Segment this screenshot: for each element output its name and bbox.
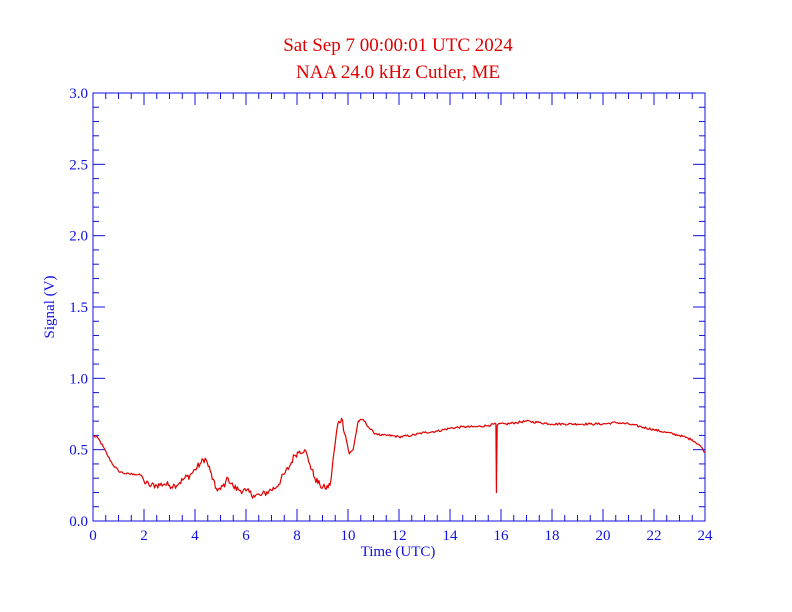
x-tick-label: 12 [392, 528, 407, 544]
plot-frame [92, 92, 706, 522]
x-tick-label: 14 [443, 528, 459, 544]
y-tick-label: 3.0 [69, 86, 88, 102]
x-axis-label: Time (UTC) [361, 544, 436, 560]
x-tick-label: 24 [698, 528, 714, 544]
x-tick-label: 18 [545, 528, 560, 544]
x-tick-label: 6 [242, 528, 250, 544]
y-axis-label: Signal (V) [42, 276, 58, 339]
x-tick-label: 0 [89, 528, 97, 544]
y-tick-label: 1.5 [69, 300, 88, 316]
axis-ticks [92, 92, 706, 522]
x-tick-label: 8 [293, 528, 301, 544]
series-line [92, 417, 706, 499]
x-tick-label: 2 [140, 528, 148, 544]
y-tick-label: 2.5 [69, 157, 88, 173]
chart-subtitle: NAA 24.0 kHz Cutler, ME [296, 62, 500, 83]
y-tick-label: 1.0 [69, 371, 88, 387]
x-tick-label: 22 [647, 528, 662, 544]
x-tick-label: 16 [494, 528, 510, 544]
y-tick-labels: 0.0 0.5 1.0 1.5 2.0 2.5 3.0 [69, 86, 88, 530]
y-tick-label: 0.5 [69, 443, 88, 459]
y-tick-label: 2.0 [69, 229, 88, 245]
chart-title: Sat Sep 7 00:00:01 UTC 2024 [283, 35, 513, 56]
y-tick-label: 0.0 [69, 514, 88, 530]
x-tick-label: 20 [596, 528, 611, 544]
x-tick-labels: 0 2 4 6 8 10 12 14 16 18 20 22 24 [89, 528, 713, 544]
x-tick-label: 10 [341, 528, 356, 544]
x-tick-label: 4 [191, 528, 199, 544]
